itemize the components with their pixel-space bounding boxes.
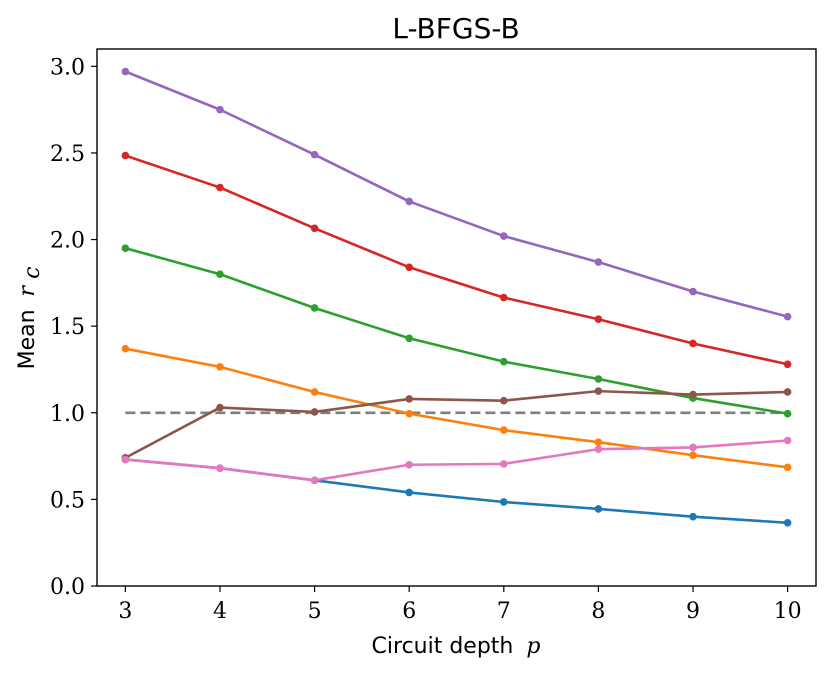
x-tick-label: 8 (591, 599, 605, 624)
series-orange (121, 344, 792, 472)
x-axis-label-variable: p (526, 634, 540, 659)
series-purple (121, 67, 792, 321)
series-blue-point (594, 505, 603, 513)
series-purple-line (124, 70, 788, 318)
series-brown-point (310, 408, 319, 416)
series-pink-point (405, 460, 413, 469)
series-green-point (310, 304, 319, 312)
x-tick-label: 10 (774, 599, 802, 624)
x-axis-label-text: Circuit depth (372, 634, 514, 659)
series-green-point (121, 244, 130, 253)
series-orange-point (216, 363, 224, 371)
x-tick-label: 6 (402, 599, 416, 624)
series-brown-point (594, 387, 603, 395)
y-tick-label: 1.5 (50, 315, 85, 340)
series-red (121, 151, 792, 369)
series-purple-point (405, 197, 413, 206)
series-blue-point (500, 498, 508, 506)
series-red-point (310, 224, 319, 233)
y-tick-label: 0.5 (50, 488, 85, 513)
series-orange-point (121, 344, 130, 353)
x-tick-label: 5 (308, 599, 322, 624)
series-brown-point (689, 390, 697, 399)
series-pink-point (310, 476, 319, 485)
series-red-point (689, 339, 697, 348)
series-green-point (594, 375, 603, 383)
series-red-point (783, 360, 792, 369)
series-orange-point (405, 409, 413, 418)
x-axis: 3 4 5 6 7 8 9 10 (118, 586, 802, 624)
series-pink-point (500, 460, 508, 468)
series-purple-point (783, 312, 792, 321)
y-axis: 0.0 0.5 1.0 1.5 2.0 2.5 3.0 (50, 55, 97, 600)
series-pink-line (125, 439, 788, 482)
y-tick-label: 3.0 (50, 55, 85, 80)
y-axis-label-variable: r (15, 284, 40, 296)
series-green-point (500, 357, 508, 366)
plot-frame (96, 48, 817, 587)
series-blue-point (405, 488, 413, 497)
series-red-point (216, 183, 224, 192)
series-orange-point (500, 426, 508, 434)
series-orange-point (783, 463, 792, 472)
series-orange-point (594, 438, 603, 447)
series-green-point (216, 270, 224, 278)
series-pink-point (783, 436, 792, 445)
series-orange-point (689, 451, 697, 460)
series-purple-point (500, 232, 508, 240)
series-red-point (405, 263, 413, 272)
series-red-point (500, 293, 508, 302)
series-pink-point (689, 443, 697, 452)
series-purple-point (594, 258, 603, 266)
series-brown-point (405, 395, 413, 403)
series-red-point (594, 315, 603, 324)
y-tick-label: 2.0 (50, 229, 85, 254)
y-tick-label: 0.0 (50, 575, 85, 600)
series-brown-point (216, 403, 224, 412)
series-green-line (125, 246, 788, 415)
x-tick-label: 3 (118, 599, 132, 624)
y-tick-label: 1.0 (50, 402, 85, 427)
series-brown-point (783, 388, 792, 396)
series-purple-point (689, 287, 697, 296)
series-green-point (405, 334, 413, 343)
x-tick-label: 9 (686, 599, 700, 624)
series-green-point (783, 409, 792, 418)
y-axis-label: Mean r c (15, 267, 45, 370)
x-tick-label: 7 (497, 599, 511, 624)
series-blue-point (689, 512, 697, 521)
series-red-line (124, 154, 788, 366)
series-purple-point (310, 150, 319, 159)
series-pink-point (594, 445, 603, 453)
series-blue-point (783, 518, 792, 527)
y-tick-label: 2.5 (50, 142, 85, 167)
series-pink (121, 436, 792, 485)
x-tick-label: 4 (213, 599, 227, 624)
series-purple-point (121, 67, 130, 76)
series-red-point (121, 151, 130, 160)
series-orange-point (310, 388, 319, 396)
y-axis-label-text: Mean (15, 309, 40, 369)
series-pink-point (216, 464, 224, 473)
x-axis-label: Circuit depth p (372, 634, 541, 659)
series-pink-point (121, 455, 130, 464)
chart-title: L-BFGS-B (392, 12, 519, 45)
series-orange-line (125, 347, 788, 469)
y-axis-label-subscript: c (20, 267, 45, 279)
series-brown-line (124, 389, 788, 459)
series-purple-point (216, 105, 224, 114)
series-brown-point (500, 396, 508, 405)
plot-area (121, 67, 792, 527)
